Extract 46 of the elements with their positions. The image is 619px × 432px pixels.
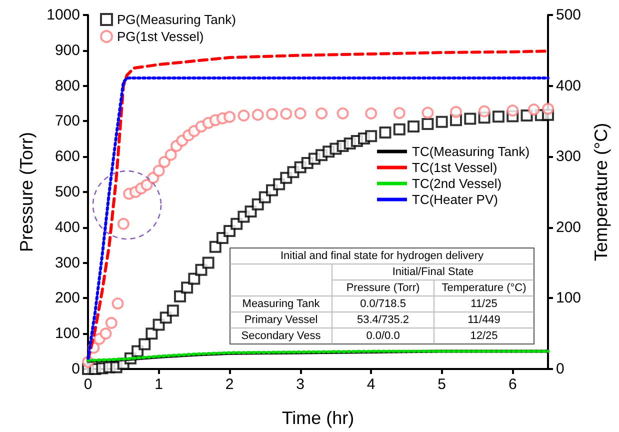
y2-tick-label: 200 xyxy=(556,218,582,236)
y-axis-title: Pressure (Torr) xyxy=(16,132,37,252)
legend-label: TC(Measuring Tank) xyxy=(412,144,530,159)
y-tick-label: 800 xyxy=(54,77,80,94)
y2-tick-label: 100 xyxy=(556,290,582,307)
y-tick-label: 500 xyxy=(54,184,80,200)
annotation: 0.0/718.5 xyxy=(360,298,406,310)
legend-label: TC(2nd Vessel) xyxy=(412,176,502,191)
y-tick-label: 600 xyxy=(54,148,80,166)
x-tick-label: 4 xyxy=(366,376,376,393)
y-tick-label: 200 xyxy=(54,290,80,307)
y-tick-label: 700 xyxy=(54,112,80,130)
y-tick-label: 400 xyxy=(54,218,80,236)
legend-label: TC(Heater PV) xyxy=(412,192,498,207)
y-tick-label: 100 xyxy=(54,325,80,342)
y-tick-label: 900 xyxy=(54,42,80,59)
x-tick-label: 0 xyxy=(84,376,92,393)
annotation: 11/25 xyxy=(470,298,498,310)
y2-tick-label: 0 xyxy=(556,360,564,378)
annotation: 11/449 xyxy=(468,314,500,326)
annotation: Pressure (Torr) xyxy=(346,282,420,294)
x-tick-label: 1 xyxy=(154,376,163,393)
x-tick-label: 2 xyxy=(225,376,234,393)
annotation: Initial/Final State xyxy=(392,266,474,278)
annotation: Temperature (°C) xyxy=(442,282,526,294)
annotation: Initial and final state for hydrogen delivery xyxy=(280,250,484,262)
y-tick-label: 300 xyxy=(54,254,80,272)
y-tick-label: 1000 xyxy=(46,6,80,24)
x-tick-label: 6 xyxy=(508,376,517,393)
annotation: Secondary Vess xyxy=(241,330,322,342)
legend-label: TC(1st Vessel) xyxy=(412,160,498,175)
x-tick-label: 5 xyxy=(438,376,446,393)
annotation: 53.4/735.2 xyxy=(357,314,409,326)
x-tick-label: 3 xyxy=(296,376,304,393)
y2-tick-label: 400 xyxy=(556,77,582,94)
y2-tick-label: 300 xyxy=(556,148,582,166)
annotation: Measuring Tank xyxy=(242,298,320,310)
annotation: Primary Vessel xyxy=(244,314,318,326)
legend-label: PG(1st Vessel) xyxy=(117,29,204,44)
y2-axis-title: Temperature (°C) xyxy=(591,122,611,262)
x-axis-title: Time (hr) xyxy=(282,408,354,428)
y-tick-label: 0 xyxy=(72,360,80,378)
legend-label: PG(Measuring Tank) xyxy=(117,12,236,27)
annotation: 12/25 xyxy=(470,330,498,342)
annotation: 0.0/0.0 xyxy=(366,330,400,342)
y2-tick-label: 500 xyxy=(556,6,582,24)
